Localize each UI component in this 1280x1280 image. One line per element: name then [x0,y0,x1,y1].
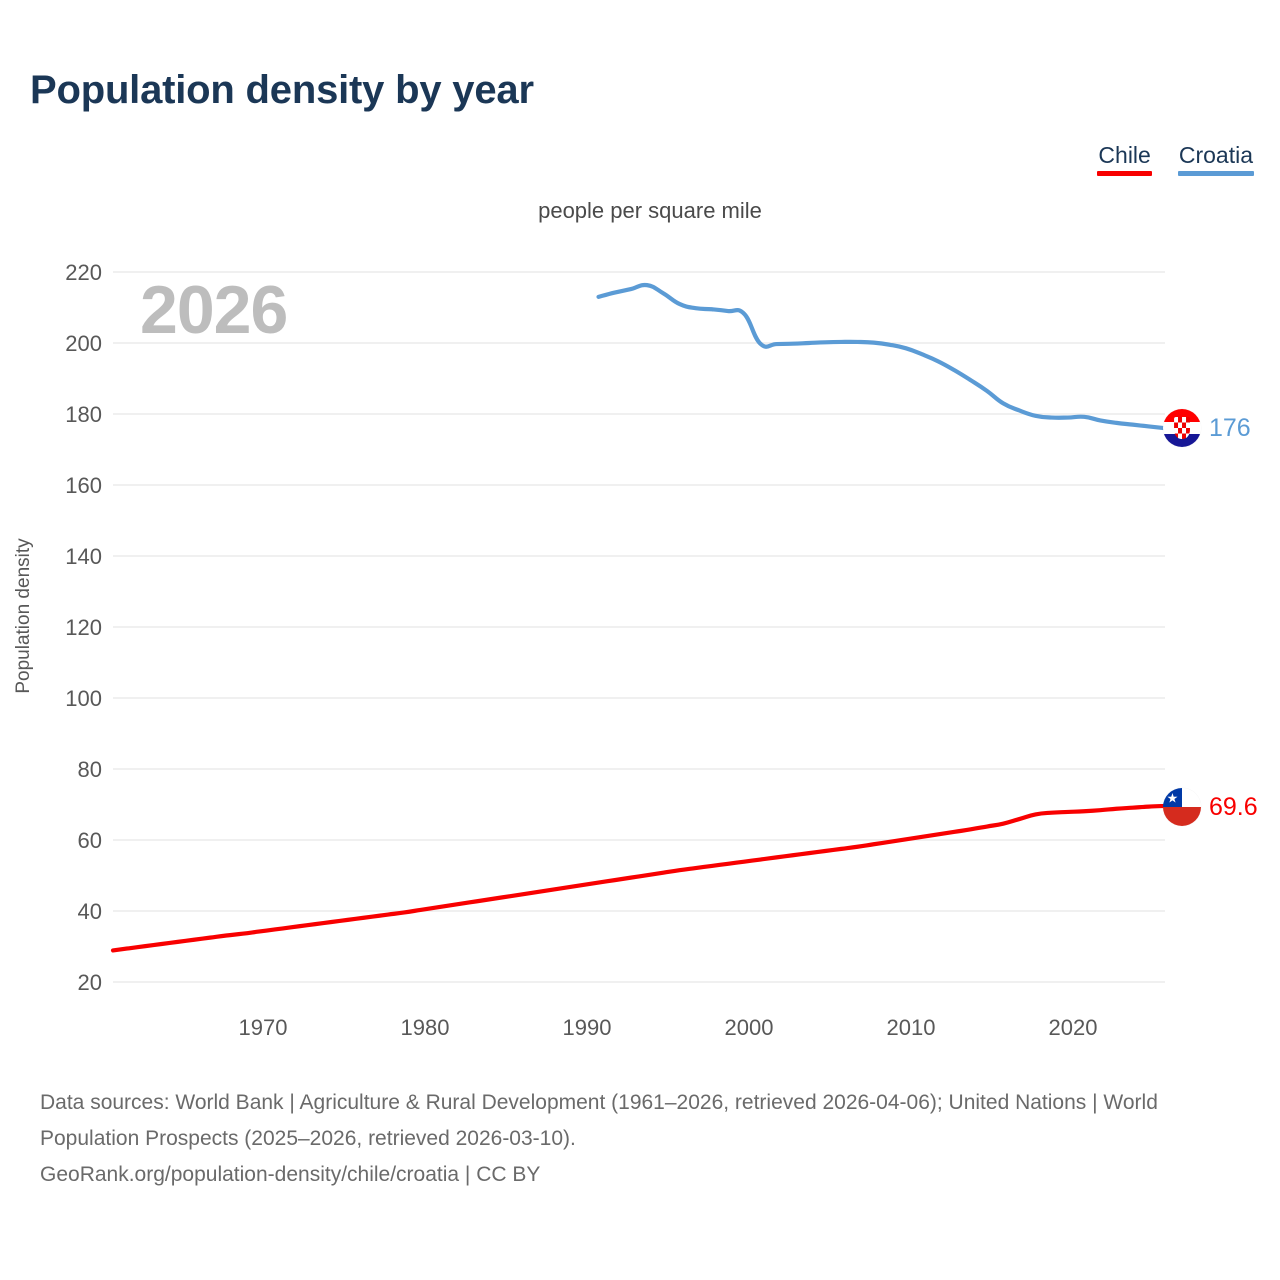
chile-flag-icon: ★ [1163,788,1201,826]
chart-legend: Chile Croatia [1097,142,1254,176]
series-line-chile [110,803,1168,953]
y-tick-label: 140 [65,544,102,569]
chile-endpoint: ★ 69.6 [1163,788,1258,826]
y-tick-label: 220 [65,260,102,285]
y-tick-label: 100 [65,686,102,711]
croatia-flag-icon [1163,409,1201,447]
x-tick-label: 2000 [724,1015,774,1040]
footer: Data sources: World Bank | Agriculture &… [40,1085,1254,1193]
footer-sources: Data sources: World Bank | Agriculture &… [40,1091,1158,1150]
y-tick-label: 60 [77,828,102,853]
legend-rule-croatia [1177,171,1254,176]
y-tick-label: 20 [77,970,102,995]
x-tick-label: 1990 [562,1015,612,1040]
croatia-endpoint-value: 176 [1209,413,1251,442]
chart-svg [110,271,1168,983]
y-tick-label: 120 [65,615,102,640]
series-line-croatia [596,282,1168,431]
croatia-endpoint: 176 [1163,409,1251,447]
y-tick-label: 180 [65,402,102,427]
x-tick-label: 1970 [238,1015,288,1040]
legend-rule-chile [1097,171,1152,176]
y-tick-label: 80 [77,757,102,782]
x-tick-label: 2020 [1048,1015,1098,1040]
footer-attribution[interactable]: GeoRank.org/population-density/chile/cro… [40,1163,541,1186]
y-tick-label: 160 [65,473,102,498]
y-tick-label: 40 [77,899,102,924]
chart-subtitle: people per square mile [538,198,762,223]
year-watermark: 2026 [140,272,288,348]
plot-area: Population density 2026 220 200 180 160 … [13,260,1258,1040]
x-tick-label: 1980 [400,1015,450,1040]
legend-label-croatia: Croatia [1178,142,1253,168]
legend-item-croatia[interactable]: Croatia [1177,142,1254,176]
chile-endpoint-value: 69.6 [1209,792,1258,821]
gridlines [113,271,1165,983]
x-tick-label: 2010 [886,1015,936,1040]
legend-label-chile: Chile [1098,142,1151,168]
legend-item-chile[interactable]: Chile [1097,142,1152,176]
page-title: Population density by year [30,68,534,112]
y-tick-label: 200 [65,331,102,356]
